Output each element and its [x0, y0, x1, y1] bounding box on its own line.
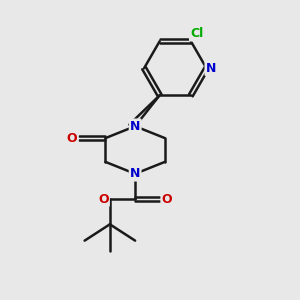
- Text: N: N: [130, 120, 140, 133]
- Text: O: O: [98, 193, 109, 206]
- Text: O: O: [67, 132, 77, 145]
- Text: O: O: [162, 193, 172, 206]
- Text: Cl: Cl: [190, 27, 203, 40]
- Text: N: N: [130, 167, 140, 180]
- Text: N: N: [206, 62, 216, 75]
